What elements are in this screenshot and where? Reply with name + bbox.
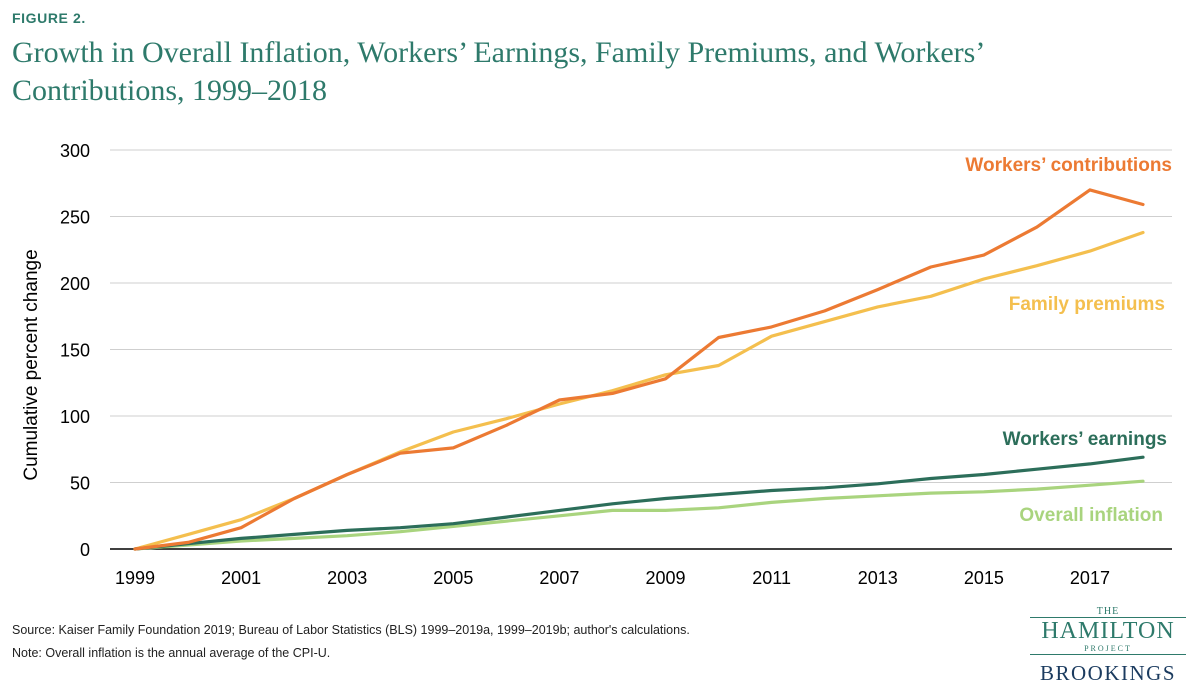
series-label-family-premiums: Family premiums <box>1009 294 1165 315</box>
figure-label: FIGURE 2. <box>12 10 86 26</box>
series-label-workers-earnings: Workers’ earnings <box>1003 429 1167 450</box>
footnote: Note: Overall inflation is the annual av… <box>12 646 331 660</box>
x-tick-label-1999: 1999 <box>115 568 155 588</box>
series-lines <box>133 188 1145 551</box>
logo-box: HAMILTON PROJECT <box>1030 617 1186 655</box>
line-chart: 0 50 100 150 200 250 300 1999 2001 2003 2005 2007 2… <box>21 141 1172 588</box>
y-tick-label-50: 50 <box>70 474 90 494</box>
y-tick-label-300: 300 <box>60 141 90 161</box>
y-tick-label-100: 100 <box>60 407 90 427</box>
logo-brookings: BROOKINGS <box>1039 661 1176 685</box>
y-tick-label-0: 0 <box>80 540 90 560</box>
x-tick-label-2001: 2001 <box>221 568 261 588</box>
y-axis-ticks: 0 50 100 150 200 250 300 <box>60 141 90 560</box>
chart-title: Growth in Overall Inflation, Workers’ Ea… <box>12 36 984 107</box>
source-note: Source: Kaiser Family Foundation 2019; B… <box>12 623 690 637</box>
y-axis-label: Cumulative percent change <box>21 249 42 480</box>
y-tick-label-150: 150 <box>60 341 90 361</box>
series-line-workers-earnings <box>133 455 1145 551</box>
x-axis-ticks: 1999 2001 2003 2005 2007 2009 2011 2013 2015 2017 <box>115 568 1110 588</box>
y-tick-label-200: 200 <box>60 274 90 294</box>
logo-project: PROJECT <box>1084 644 1132 653</box>
series-label-overall-inflation: Overall inflation <box>1019 505 1163 526</box>
series-line-workers-contributions <box>133 188 1145 551</box>
x-tick-label-2013: 2013 <box>858 568 898 588</box>
x-tick-label-2015: 2015 <box>964 568 1004 588</box>
x-tick-label-2017: 2017 <box>1070 568 1110 588</box>
grid-lines <box>110 149 1172 483</box>
x-tick-label-2003: 2003 <box>327 568 367 588</box>
series-label-workers-contributions: Workers’ contributions <box>965 155 1172 176</box>
x-tick-label-2005: 2005 <box>433 568 473 588</box>
series-line-overall-inflation <box>133 479 1145 551</box>
hamilton-brookings-logo: THE HAMILTON PROJECT BROOKINGS <box>1028 606 1188 686</box>
logo-the: THE <box>1096 606 1120 617</box>
x-tick-label-2009: 2009 <box>646 568 686 588</box>
x-tick-label-2011: 2011 <box>752 568 791 588</box>
y-tick-label-250: 250 <box>60 208 90 228</box>
logo-hamilton: HAMILTON <box>1041 618 1175 644</box>
series-labels: Workers’ contributions Family premiums W… <box>965 155 1172 526</box>
x-tick-label-2007: 2007 <box>539 568 579 588</box>
